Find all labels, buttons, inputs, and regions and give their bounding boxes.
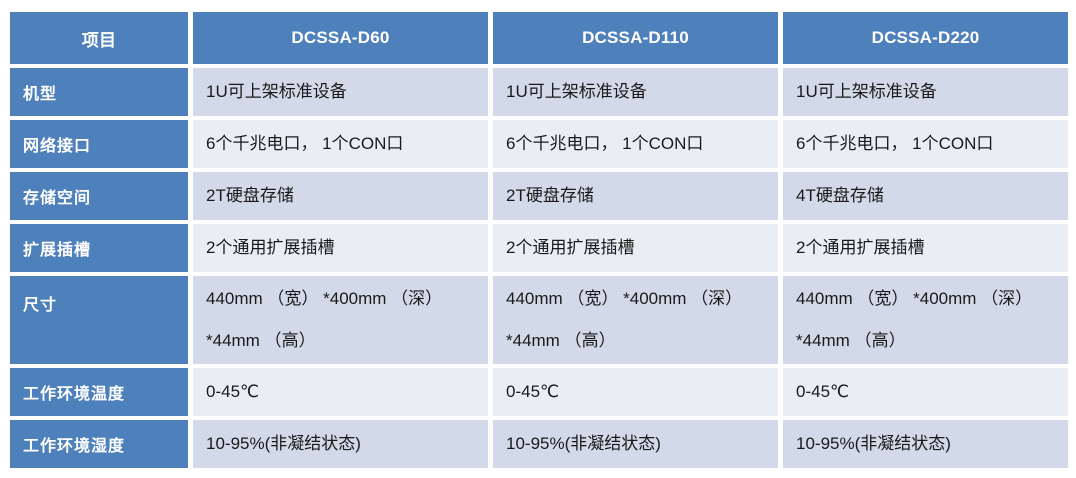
cell-temperature-d60: 0-45℃ [193,368,488,416]
table-row-storage: 存储空间 2T硬盘存储 2T硬盘存储 4T硬盘存储 [10,172,1068,220]
row-label-storage: 存储空间 [10,172,188,220]
cell-storage-d220: 4T硬盘存储 [783,172,1068,220]
cell-dimensions-d110: 440mm （宽） *400mm （深） *44mm （高） [493,276,778,364]
cell-temperature-d220: 0-45℃ [783,368,1068,416]
cell-humidity-d60: 10-95%(非凝结状态) [193,420,488,468]
cell-dimensions-d220: 440mm （宽） *400mm （深） *44mm （高） [783,276,1068,364]
cell-humidity-d220: 10-95%(非凝结状态) [783,420,1068,468]
header-row: 项目 DCSSA-D60 DCSSA-D110 DCSSA-D220 [10,12,1068,64]
cell-model-d110: 1U可上架标准设备 [493,68,778,116]
row-label-network: 网络接口 [10,120,188,168]
cell-dimensions-d60: 440mm （宽） *400mm （深） *44mm （高） [193,276,488,364]
table-row-dimensions: 尺寸 440mm （宽） *400mm （深） *44mm （高） 440mm … [10,276,1068,364]
row-label-humidity: 工作环境湿度 [10,420,188,468]
cell-network-d110: 6个千兆电口， 1个CON口 [493,120,778,168]
row-label-expansion: 扩展插槽 [10,224,188,272]
table-row-expansion: 扩展插槽 2个通用扩展插槽 2个通用扩展插槽 2个通用扩展插槽 [10,224,1068,272]
cell-storage-d110: 2T硬盘存储 [493,172,778,220]
table-row-network: 网络接口 6个千兆电口， 1个CON口 6个千兆电口， 1个CON口 6个千兆电… [10,120,1068,168]
cell-model-d220: 1U可上架标准设备 [783,68,1068,116]
cell-humidity-d110: 10-95%(非凝结状态) [493,420,778,468]
cell-temperature-d110: 0-45℃ [493,368,778,416]
cell-network-d220: 6个千兆电口， 1个CON口 [783,120,1068,168]
table-row-humidity: 工作环境湿度 10-95%(非凝结状态) 10-95%(非凝结状态) 10-95… [10,420,1068,468]
table-row-model: 机型 1U可上架标准设备 1U可上架标准设备 1U可上架标准设备 [10,68,1068,116]
col-header-item: 项目 [10,12,188,64]
cell-expansion-d220: 2个通用扩展插槽 [783,224,1068,272]
spec-table: 项目 DCSSA-D60 DCSSA-D110 DCSSA-D220 机型 1U… [5,8,1073,472]
row-label-model: 机型 [10,68,188,116]
table-row-temperature: 工作环境温度 0-45℃ 0-45℃ 0-45℃ [10,368,1068,416]
row-label-dimensions: 尺寸 [10,276,188,364]
row-label-temperature: 工作环境温度 [10,368,188,416]
cell-expansion-d110: 2个通用扩展插槽 [493,224,778,272]
col-header-dcssa-d220: DCSSA-D220 [783,12,1068,64]
col-header-dcssa-d110: DCSSA-D110 [493,12,778,64]
cell-network-d60: 6个千兆电口， 1个CON口 [193,120,488,168]
cell-expansion-d60: 2个通用扩展插槽 [193,224,488,272]
cell-storage-d60: 2T硬盘存储 [193,172,488,220]
cell-model-d60: 1U可上架标准设备 [193,68,488,116]
col-header-dcssa-d60: DCSSA-D60 [193,12,488,64]
